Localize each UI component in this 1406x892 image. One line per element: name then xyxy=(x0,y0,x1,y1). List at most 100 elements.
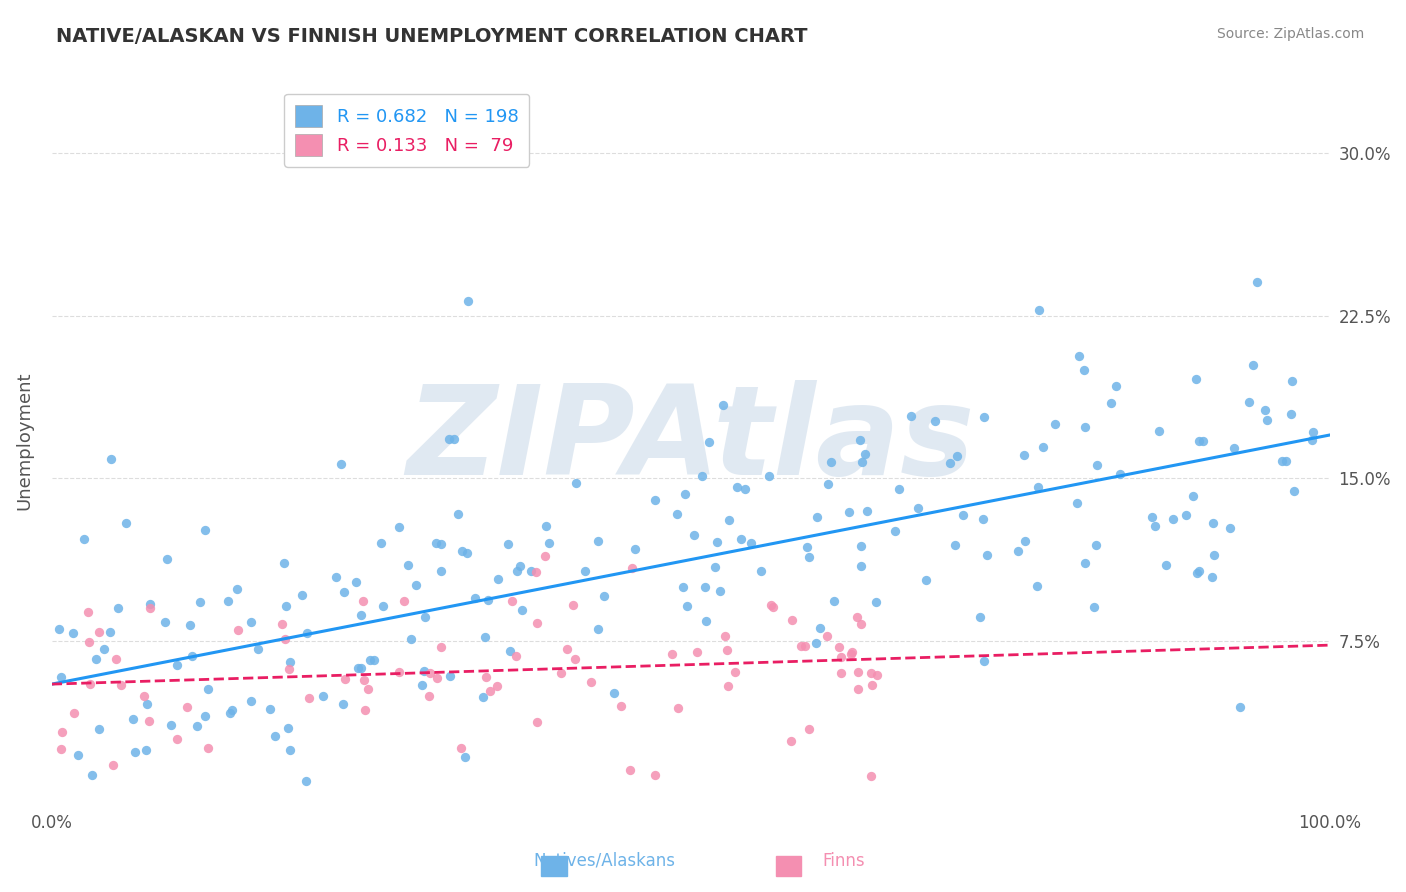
Point xyxy=(166,658,188,673)
Point xyxy=(851,454,873,468)
Point xyxy=(439,432,461,446)
Point xyxy=(1067,349,1090,363)
Point xyxy=(136,697,159,711)
Point xyxy=(1202,516,1225,530)
Point xyxy=(806,509,828,524)
Point xyxy=(278,655,301,669)
Point xyxy=(87,723,110,737)
Point xyxy=(1246,275,1268,289)
Point xyxy=(697,435,720,450)
Point xyxy=(1085,538,1108,552)
Point xyxy=(298,690,321,705)
Point xyxy=(93,641,115,656)
Point xyxy=(263,729,285,743)
Point xyxy=(796,540,818,554)
Point xyxy=(51,742,73,756)
Point xyxy=(1087,458,1109,472)
Point xyxy=(115,516,138,531)
Point xyxy=(394,594,416,608)
Point xyxy=(1271,453,1294,467)
Point xyxy=(846,665,869,680)
Point xyxy=(1204,548,1226,562)
Point xyxy=(271,616,294,631)
Point xyxy=(450,740,472,755)
Point xyxy=(1007,544,1029,558)
Point xyxy=(197,741,219,756)
Point xyxy=(1014,533,1036,548)
Point xyxy=(176,699,198,714)
Point xyxy=(780,734,803,748)
Point xyxy=(884,524,907,539)
Text: Natives/Alaskans: Natives/Alaskans xyxy=(534,852,675,870)
Point xyxy=(973,654,995,668)
Point xyxy=(820,455,842,469)
Point xyxy=(550,666,572,681)
Point xyxy=(593,589,616,603)
Point xyxy=(240,615,263,630)
Point xyxy=(166,731,188,746)
Point xyxy=(246,641,269,656)
Point xyxy=(717,513,740,527)
Point xyxy=(188,595,211,609)
Point xyxy=(87,625,110,640)
Legend: R = 0.682   N = 198, R = 0.133   N =  79: R = 0.682 N = 198, R = 0.133 N = 79 xyxy=(284,94,530,167)
Point xyxy=(817,476,839,491)
Point xyxy=(815,629,838,643)
Point xyxy=(644,767,666,781)
Point xyxy=(851,616,873,631)
Point xyxy=(413,610,436,624)
Point xyxy=(797,550,820,565)
Point xyxy=(217,593,239,607)
Point xyxy=(418,689,440,703)
Point xyxy=(666,508,689,522)
Point xyxy=(1073,363,1095,377)
Point xyxy=(1099,396,1122,410)
Point xyxy=(1144,519,1167,533)
Point xyxy=(695,614,717,628)
Point xyxy=(474,630,496,644)
Point xyxy=(486,679,509,693)
Point xyxy=(353,673,375,687)
Point xyxy=(430,564,453,578)
Point xyxy=(124,745,146,759)
Point xyxy=(793,639,815,653)
Point xyxy=(138,714,160,728)
Point xyxy=(588,622,610,636)
Point xyxy=(295,626,318,640)
Point xyxy=(1181,489,1204,503)
Point xyxy=(519,564,541,578)
Point xyxy=(846,682,869,697)
Point xyxy=(335,672,357,686)
Point xyxy=(1026,579,1049,593)
Point xyxy=(866,668,889,682)
Point xyxy=(259,702,281,716)
Point xyxy=(574,564,596,578)
Point xyxy=(413,664,436,678)
Point xyxy=(312,689,335,703)
Point xyxy=(101,757,124,772)
Point xyxy=(1279,408,1302,422)
Point xyxy=(853,446,876,460)
Point xyxy=(505,648,527,663)
Point xyxy=(439,669,461,683)
Point xyxy=(860,665,883,680)
Point xyxy=(1161,511,1184,525)
Point xyxy=(396,558,419,573)
Point xyxy=(734,483,756,497)
Point xyxy=(226,582,249,597)
Point xyxy=(84,652,107,666)
Point xyxy=(534,549,557,563)
Point xyxy=(405,578,427,592)
Point xyxy=(411,677,433,691)
Point xyxy=(1045,417,1067,431)
Text: ZIPAtlas: ZIPAtlas xyxy=(406,380,976,501)
Point xyxy=(226,623,249,637)
Text: Finns: Finns xyxy=(823,852,865,870)
Point xyxy=(1026,480,1049,494)
Point xyxy=(98,625,121,640)
Point xyxy=(969,609,991,624)
Point xyxy=(623,541,645,556)
Point xyxy=(464,591,486,606)
Point xyxy=(430,640,453,654)
Point xyxy=(865,595,887,609)
